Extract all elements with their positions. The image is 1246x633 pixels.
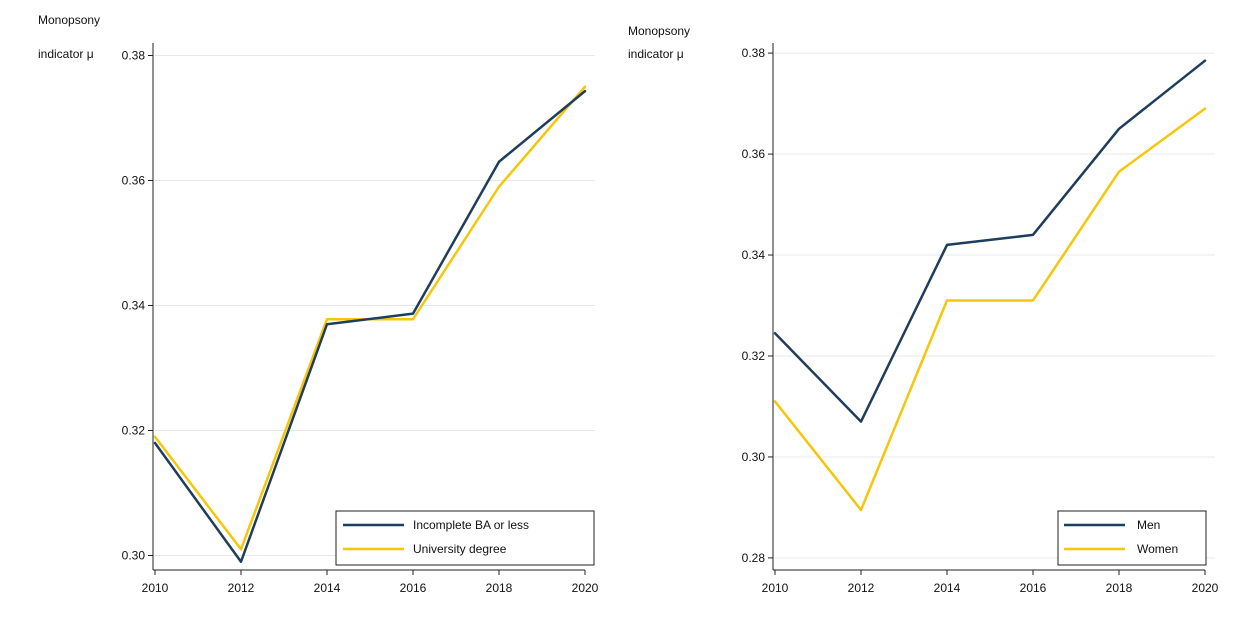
y-tick-label: 0.30	[742, 450, 766, 464]
x-tick-label: 2018	[1106, 581, 1133, 595]
series-line-1	[773, 59, 1207, 423]
y-tick-label: 0.36	[122, 174, 146, 188]
legend-label-1: Men	[1137, 518, 1160, 532]
x-tick-label: 2010	[762, 581, 789, 595]
legend: Incomplete BA or less University degree	[335, 510, 595, 566]
y-tick-label: 0.34	[122, 299, 146, 313]
y-axis-title-line2: indicator μ	[628, 47, 684, 61]
y-tick-label: 0.30	[122, 549, 146, 563]
legend-label-1: Incomplete BA or less	[413, 518, 529, 532]
y-tick-label: 0.28	[742, 551, 766, 565]
legend: Men Women	[1057, 510, 1207, 566]
y-axis-title-line2: indicator μ	[38, 47, 94, 61]
x-tick-label: 2018	[486, 581, 513, 595]
legend-label-2: University degree	[413, 542, 507, 556]
x-tick-label: 2012	[228, 581, 255, 595]
series-line-2	[773, 107, 1207, 512]
chart-panel-2: 0.28 0.30 0.32 0.34 0.36 0.38 2010 2012 2014 2016…	[628, 24, 1219, 595]
y-tick-label: 0.36	[742, 147, 766, 161]
x-tick-label: 2012	[848, 581, 875, 595]
y-tick-label: 0.32	[742, 349, 766, 363]
x-tick-label: 2020	[572, 581, 599, 595]
x-tick-label: 2010	[142, 581, 169, 595]
x-tick-label: 2014	[314, 581, 341, 595]
x-tick-label: 2014	[934, 581, 961, 595]
chart-panel-1: 0.30 0.32 0.34 0.36 0.38 2010 2012 2014 2016 2018…	[38, 13, 599, 595]
x-tick-label: 2020	[1192, 581, 1219, 595]
y-axis-title-line1: Monopsony	[628, 24, 690, 38]
y-tick-label: 0.32	[122, 424, 146, 438]
legend-box	[335, 510, 595, 566]
x-tick-label: 2016	[400, 581, 427, 595]
legend-box	[1057, 510, 1207, 566]
y-axis-title-line1: Monopsony	[38, 13, 100, 27]
y-tick-label: 0.34	[742, 248, 766, 262]
x-tick-label: 2016	[1020, 581, 1047, 595]
y-tick-label: 0.38	[122, 49, 146, 63]
y-tick-label: 0.38	[742, 46, 766, 60]
legend-label-2: Women	[1137, 542, 1178, 556]
series-line-1	[153, 89, 587, 563]
